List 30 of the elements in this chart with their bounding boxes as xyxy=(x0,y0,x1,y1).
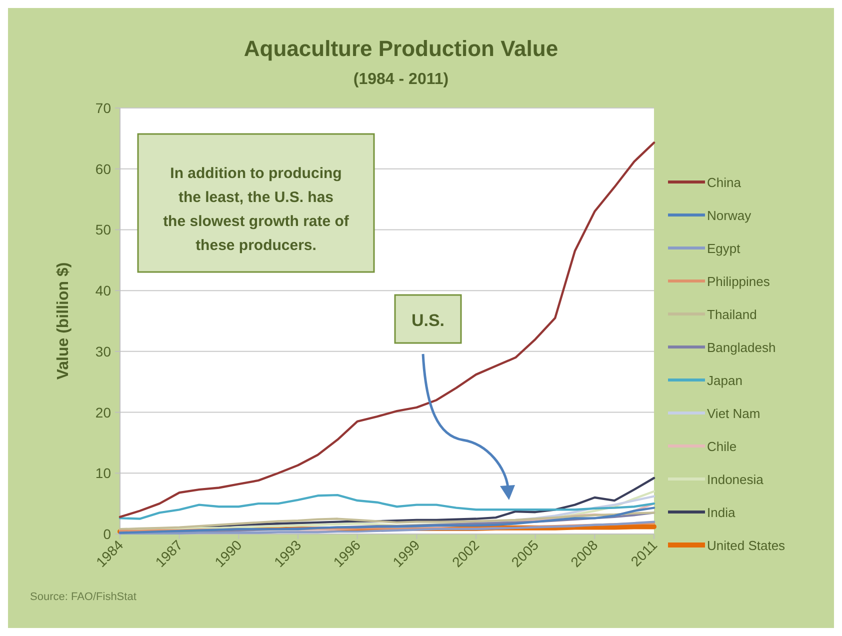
legend-label: United States xyxy=(707,538,786,553)
line-series xyxy=(118,494,656,520)
legend-label: Egypt xyxy=(707,241,741,256)
y-tick-label: 10 xyxy=(95,465,112,482)
legend-label: Indonesia xyxy=(707,472,764,487)
legend-label: China xyxy=(707,175,742,190)
y-tick-label: 20 xyxy=(95,404,112,420)
y-axis-title: Value (billion $) xyxy=(55,262,72,380)
label-box: U.S. xyxy=(394,294,462,344)
legend-label: Philippines xyxy=(707,274,770,289)
legend-label: Norway xyxy=(707,208,752,223)
source-note: Source: FAO/FishStat xyxy=(30,591,136,603)
legend-label: Chile xyxy=(707,439,737,454)
chart-title: Aquaculture Production Value xyxy=(244,36,558,61)
y-tick-label: 50 xyxy=(95,222,112,238)
note-box: In addition to producing the least, the U.S. has the slowest growth rate of these producers. xyxy=(137,133,375,273)
legend-label: Viet Nam xyxy=(707,406,760,421)
y-tick-label: 0 xyxy=(103,526,112,542)
y-tick-label: 40 xyxy=(95,282,112,299)
annotation: In addition to producing the least, the U.S. has the slowest growth rate of these producers. xyxy=(163,165,350,254)
line-series xyxy=(118,142,656,518)
legend-label: Thailand xyxy=(707,307,757,322)
y-tick-label: 60 xyxy=(95,160,112,177)
legend-label: Bangladesh xyxy=(707,340,776,355)
legend-label: Japan xyxy=(707,373,742,388)
annotation: U.S. xyxy=(411,311,445,330)
chart-subtitle: (1984 - 2011) xyxy=(353,71,449,88)
y-tick-label: 30 xyxy=(95,343,112,360)
legend-label: India xyxy=(707,505,736,520)
y-tick-label: 70 xyxy=(95,100,112,116)
